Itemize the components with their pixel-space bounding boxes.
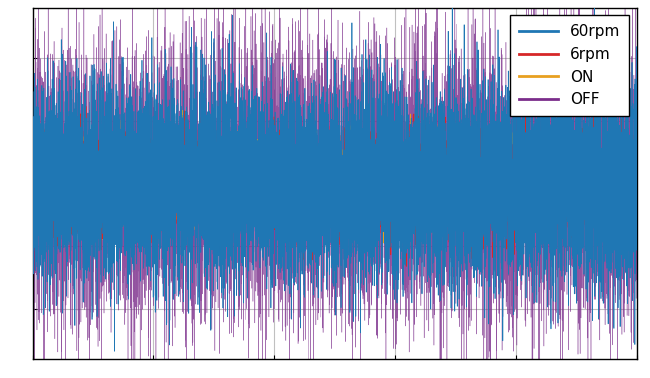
Legend: 60rpm, 6rpm, ON, OFF: 60rpm, 6rpm, ON, OFF: [510, 15, 629, 116]
